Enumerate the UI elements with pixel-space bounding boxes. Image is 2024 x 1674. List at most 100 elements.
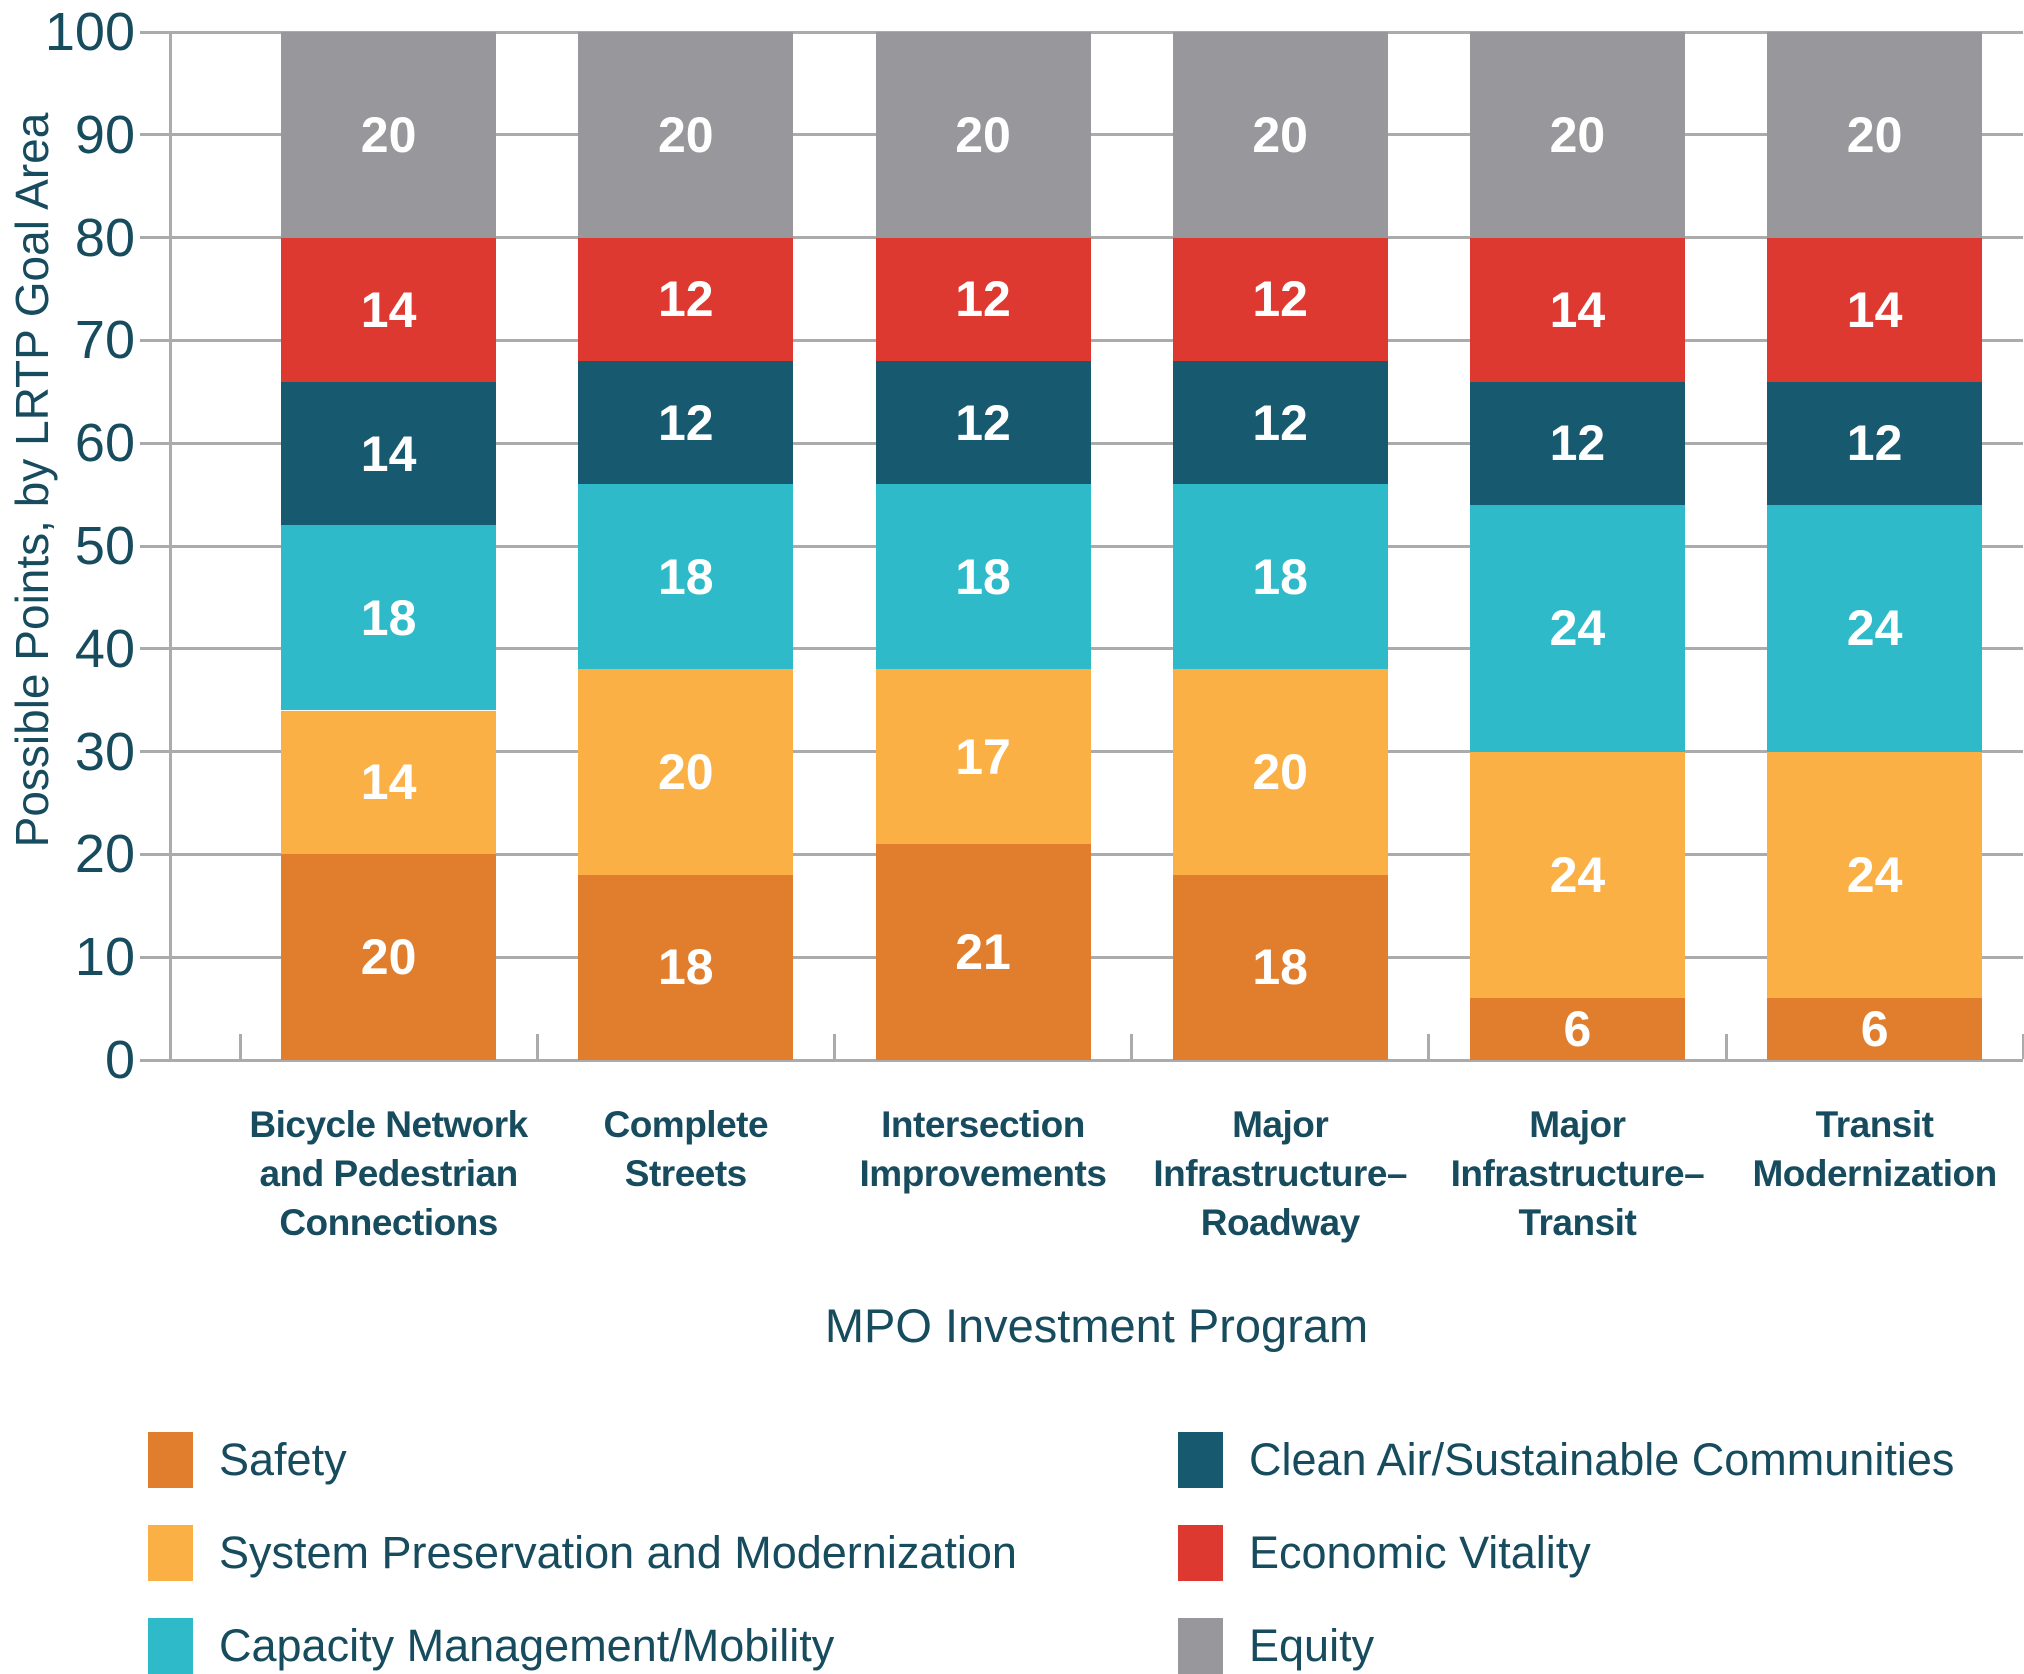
segment-major-infrastructure-roadway-economic-vitality: 12 <box>1172 237 1388 361</box>
y-tick-label-50: 50 <box>74 516 135 576</box>
segment-major-infrastructure-transit-safety: 6 <box>1469 998 1685 1060</box>
segment-value-label: 18 <box>1252 548 1308 605</box>
segment-value-label: 18 <box>657 548 714 605</box>
segment-value-label: 20 <box>657 744 714 801</box>
segment-intersection-improvements-economic-vitality: 12 <box>875 237 1091 361</box>
segment-value-label: 14 <box>360 425 417 482</box>
category-label-line: Improvements <box>859 1153 1107 1194</box>
segment-major-infrastructure-roadway-system-preservation-and-modernization: 20 <box>1172 669 1388 875</box>
segment-value-label: 20 <box>360 929 417 986</box>
legend-swatch-clean-air-sustainable-communities <box>1178 1432 1223 1488</box>
category-label-line: Complete <box>603 1104 769 1145</box>
category-label-line: Bicycle Network <box>249 1104 528 1145</box>
segment-transit-modernization-equity: 20 <box>1767 32 1983 238</box>
legend-item-safety: Safety <box>148 1432 1017 1488</box>
segment-value-label: 12 <box>1252 394 1308 451</box>
segment-value-label: 24 <box>1549 600 1606 657</box>
legend-label-safety: Safety <box>219 1434 347 1485</box>
segment-value-label: 24 <box>1846 846 1903 903</box>
y-tick-label-90: 90 <box>74 104 135 165</box>
legend-label-equity: Equity <box>1249 1620 1375 1671</box>
segment-transit-modernization-capacity-management-mobility: 24 <box>1767 504 1983 752</box>
category-label-line: Connections <box>279 1202 498 1243</box>
segment-value-label: 20 <box>1549 106 1606 163</box>
segment-bicycle-network-economic-vitality: 14 <box>281 237 497 382</box>
segment-complete-streets-clean-air-sustainable-communities: 12 <box>578 360 794 485</box>
segment-value-label: 12 <box>657 394 714 451</box>
segment-bicycle-network-clean-air-sustainable-communities: 14 <box>281 381 497 526</box>
category-label-line: Streets <box>624 1153 747 1194</box>
category-tick-2 <box>832 1033 836 1059</box>
y-tick-label-30: 30 <box>74 721 135 782</box>
segment-value-label: 18 <box>657 939 714 996</box>
legend-swatch-system-preservation-and-modernization <box>148 1525 193 1581</box>
segment-major-infrastructure-roadway-clean-air-sustainable-communities: 12 <box>1172 360 1388 485</box>
segment-transit-modernization-economic-vitality: 14 <box>1767 237 1983 382</box>
segment-value-label: 12 <box>1549 415 1606 472</box>
category-label-line: Major <box>1232 1104 1329 1145</box>
y-tick-label-100: 100 <box>44 2 135 62</box>
legend-item-economic-vitality: Economic Vitality <box>1178 1525 1954 1581</box>
y-tick-label-80: 80 <box>74 207 135 268</box>
segment-value-label: 6 <box>1563 1001 1592 1058</box>
segment-value-label: 20 <box>955 106 1011 163</box>
category-tick-6 <box>2021 1033 2024 1059</box>
segment-intersection-improvements-clean-air-sustainable-communities: 12 <box>875 360 1091 485</box>
segment-major-infrastructure-transit-capacity-management-mobility: 24 <box>1469 504 1685 752</box>
legend-label-economic-vitality: Economic Vitality <box>1249 1527 1591 1578</box>
legend-item-capacity-management-mobility: Capacity Management/Mobility <box>148 1618 1017 1674</box>
segment-value-label: 20 <box>657 106 714 163</box>
segment-intersection-improvements-capacity-management-mobility: 18 <box>875 484 1091 670</box>
segment-value-label: 12 <box>955 394 1011 451</box>
plot-area: 20 14 18 14 14 20 18 20 18 12 12 20 21 17 18 12 12 20 18 20… <box>140 30 2024 1062</box>
segment-value-label: 14 <box>1846 281 1903 338</box>
segment-transit-modernization-system-preservation-and-modernization: 24 <box>1767 751 1983 999</box>
legend-label-clean-air-sustainable-communities: Clean Air/Sustainable Communities <box>1249 1434 1955 1485</box>
legend-column-right: Clean Air/Sustainable Communities Economi… <box>1178 1432 1954 1674</box>
x-axis-title: MPO Investment Program <box>824 1299 1369 1352</box>
y-tick-label-60: 60 <box>74 413 135 474</box>
segment-complete-streets-system-preservation-and-modernization: 20 <box>578 669 794 875</box>
category-label-complete-streets: Complete Streets <box>517 1100 854 1198</box>
category-label-line: and Pedestrian <box>259 1153 518 1194</box>
category-label-intersection-improvements: Intersection Improvements <box>814 1100 1151 1198</box>
segment-value-label: 14 <box>1549 281 1606 338</box>
segment-value-label: 12 <box>657 271 714 328</box>
segment-value-label: 18 <box>360 589 417 646</box>
segment-major-infrastructure-transit-clean-air-sustainable-communities: 12 <box>1469 381 1685 505</box>
legend-swatch-safety <box>148 1432 193 1488</box>
legend-column-left: Safety System Preservation and Modernizat… <box>148 1432 1017 1674</box>
legend-swatch-equity <box>1178 1618 1223 1674</box>
segment-major-infrastructure-roadway-capacity-management-mobility: 18 <box>1172 484 1388 670</box>
segment-complete-streets-economic-vitality: 12 <box>578 237 794 361</box>
segment-value-label: 20 <box>360 106 417 163</box>
segment-major-infrastructure-roadway-safety: 18 <box>1172 874 1388 1060</box>
segment-complete-streets-capacity-management-mobility: 18 <box>578 484 794 670</box>
legend-item-clean-air-sustainable-communities: Clean Air/Sustainable Communities <box>1178 1432 1954 1488</box>
segment-value-label: 12 <box>955 271 1011 328</box>
legend-label-capacity-management-mobility: Capacity Management/Mobility <box>219 1620 835 1671</box>
category-label-line: Major <box>1529 1104 1626 1145</box>
category-tick-5 <box>1724 1033 1728 1059</box>
segment-value-label: 20 <box>1252 106 1308 163</box>
segment-value-label: 24 <box>1549 846 1606 903</box>
segment-value-label: 20 <box>1846 106 1903 163</box>
category-label-line: Transit <box>1518 1202 1637 1243</box>
legend-swatch-capacity-management-mobility <box>148 1618 193 1674</box>
legend-item-system-preservation-and-modernization: System Preservation and Modernization <box>148 1525 1017 1581</box>
segment-value-label: 24 <box>1846 600 1903 657</box>
segment-bicycle-network-safety: 20 <box>281 854 497 1060</box>
segment-value-label: 12 <box>1252 271 1308 328</box>
y-tick-label-10: 10 <box>74 927 135 988</box>
segment-value-label: 18 <box>1252 939 1308 996</box>
category-tick-3 <box>1130 1033 1134 1059</box>
segment-value-label: 14 <box>360 281 417 338</box>
category-label-major-infrastructure-roadway: Major Infrastructure– Roadway <box>1112 1100 1449 1247</box>
segment-value-label: 14 <box>360 754 417 811</box>
segment-intersection-improvements-system-preservation-and-modernization: 17 <box>875 669 1091 845</box>
gridline-100 <box>140 30 2023 34</box>
segment-value-label: 12 <box>1846 415 1903 472</box>
segment-major-infrastructure-transit-economic-vitality: 14 <box>1469 237 1685 382</box>
segment-bicycle-network-system-preservation-and-modernization: 14 <box>281 710 497 855</box>
